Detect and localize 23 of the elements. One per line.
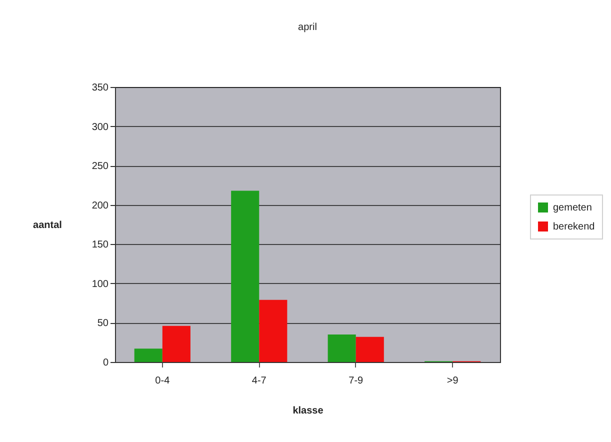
x-tick-label: 0-4 — [155, 376, 170, 386]
bar — [356, 336, 384, 362]
bar — [231, 190, 260, 362]
x-tick-label: 7-9 — [348, 376, 364, 386]
bar — [162, 326, 190, 362]
y-tick-label: 300 — [92, 122, 109, 133]
bar — [259, 300, 288, 362]
y-tick-label: 150 — [92, 240, 109, 251]
y-tick-label: 0 — [102, 358, 109, 368]
bar — [134, 348, 162, 362]
legend-label: gemeten — [553, 202, 592, 214]
y-tick-label: 200 — [92, 200, 109, 212]
x-tick-label: 4-7 — [252, 376, 267, 386]
y-axis-title: aantal — [33, 220, 62, 231]
y-tick-label: 350 — [92, 82, 109, 94]
x-axis-title: klasse — [292, 406, 324, 416]
chart-title: april — [298, 22, 317, 33]
y-tick-label: 50 — [97, 318, 109, 330]
bar — [328, 334, 356, 362]
legend-label: berekend — [553, 222, 595, 232]
x-tick-label: >9 — [446, 376, 459, 386]
y-tick-label: 100 — [92, 278, 109, 290]
y-tick-label: 250 — [92, 161, 109, 172]
